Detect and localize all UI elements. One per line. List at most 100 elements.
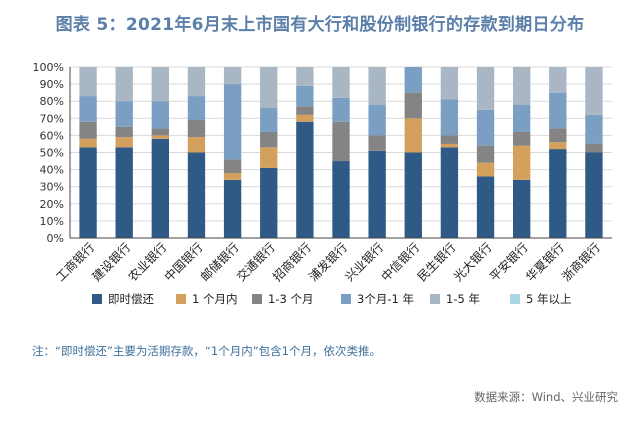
bar-segment <box>115 101 133 127</box>
bar-segment <box>223 67 242 85</box>
legend-label: 3个月-1 年 <box>357 292 414 306</box>
bar-segment <box>79 138 97 148</box>
bar-segment <box>260 108 278 132</box>
bar-segment <box>115 147 133 238</box>
bar-segment <box>332 67 350 98</box>
x-tick-label: 浦发银行 <box>306 240 351 285</box>
bar-segment <box>512 145 531 180</box>
legend-label: 1 个月内 <box>192 292 237 306</box>
legend-swatch <box>252 294 262 304</box>
bar-segment <box>296 114 314 122</box>
bar-segment <box>476 145 495 163</box>
bar-segment <box>260 167 278 238</box>
bar-segment <box>476 162 495 177</box>
x-tick-label: 中信银行 <box>378 240 423 285</box>
y-tick-label: 40% <box>40 164 64 177</box>
bar-segment <box>151 135 170 139</box>
bar-segment <box>260 67 278 109</box>
x-tick-label: 华夏银行 <box>523 240 567 284</box>
footnote: 注：“即时偿还”主要为活期存款，“1个月内”包含1个月，依次类推。 <box>32 344 381 358</box>
bar-segment <box>151 128 170 136</box>
legend-label: 1-3 个月 <box>268 292 313 306</box>
bar-segment <box>151 101 170 129</box>
bar-segment <box>151 67 170 102</box>
bar-segment <box>187 137 206 153</box>
legend-swatch <box>92 294 102 304</box>
bar-segment <box>549 149 567 238</box>
x-tick-label: 浙商银行 <box>558 240 603 285</box>
bar-segment <box>115 67 133 102</box>
legend-swatch <box>176 294 186 304</box>
legend-label: 5 年以上 <box>526 292 571 306</box>
bar-segment <box>187 120 206 138</box>
y-tick-label: 30% <box>40 181 64 194</box>
x-tick-label: 交通银行 <box>233 240 278 285</box>
bar-segment <box>512 67 531 105</box>
x-tick-label: 民生银行 <box>415 240 459 284</box>
bar-segment <box>187 152 206 238</box>
bar-segment <box>512 179 531 238</box>
bar-segment <box>260 131 278 148</box>
bar-segment <box>223 179 242 238</box>
x-tick-label: 中国银行 <box>161 240 206 285</box>
bar-segment <box>440 99 459 136</box>
bar-segment <box>296 85 314 107</box>
bar-segment <box>368 67 386 105</box>
y-tick-label: 90% <box>40 78 64 91</box>
bar-segment <box>332 97 350 122</box>
x-tick-label: 光大银行 <box>451 240 495 284</box>
bar-segment <box>512 104 531 132</box>
bar-segment <box>476 67 495 110</box>
bar-segment <box>115 126 133 138</box>
bar-segment <box>151 138 170 238</box>
y-tick-label: 50% <box>40 147 64 160</box>
legend-swatch <box>341 294 351 304</box>
bar-segment <box>368 135 386 151</box>
y-tick-label: 0% <box>47 232 64 245</box>
bar-segment <box>79 147 97 238</box>
bar-segment <box>223 84 242 160</box>
bar-segment <box>223 159 242 174</box>
bar-segment <box>115 137 133 148</box>
y-tick-label: 10% <box>40 215 64 228</box>
source-text: 数据来源：Wind、兴业研究 <box>474 390 618 404</box>
chart-title: 图表 5：2021年6月末上市国有大行和股份制银行的存款到期日分布 <box>55 15 585 35</box>
bar-segment <box>440 135 459 144</box>
bar-segment <box>585 67 603 115</box>
bar-segment <box>404 92 422 119</box>
bar-segment <box>296 67 314 86</box>
legend-label: 即时偿还 <box>108 292 154 306</box>
bar-segment <box>549 142 567 150</box>
bar-segment <box>79 121 97 139</box>
y-tick-label: 80% <box>40 95 64 108</box>
bar-segment <box>476 109 495 146</box>
bar-segment <box>404 118 422 153</box>
bar-segment <box>332 121 350 162</box>
y-tick-label: 100% <box>33 61 64 74</box>
bar-segment <box>79 96 97 122</box>
bar-segment <box>549 67 567 93</box>
bar-segment <box>585 114 603 144</box>
legend-label: 1-5 年 <box>446 292 480 306</box>
x-tick-label: 邮储银行 <box>197 240 242 285</box>
bar-segment <box>368 150 386 238</box>
y-tick-label: 20% <box>40 198 64 211</box>
bar-segment <box>476 176 495 238</box>
bar-segment <box>440 143 459 148</box>
legend-swatch <box>430 294 440 304</box>
bar-segment <box>187 96 206 121</box>
x-tick-label: 平安银行 <box>486 240 531 285</box>
y-tick-label: 70% <box>40 112 64 125</box>
x-tick-label: 兴业银行 <box>342 240 386 284</box>
x-tick-label: 工商银行 <box>53 240 98 285</box>
bar-segment <box>585 143 603 153</box>
x-tick-label: 农业银行 <box>126 240 170 284</box>
bar-segment <box>79 67 97 97</box>
x-tick-label: 建设银行 <box>89 240 133 284</box>
bar-segment <box>404 152 422 238</box>
bar-segment <box>223 173 242 180</box>
y-tick-label: 60% <box>40 129 64 142</box>
bar-segment <box>512 131 531 146</box>
legend-swatch <box>510 294 520 304</box>
